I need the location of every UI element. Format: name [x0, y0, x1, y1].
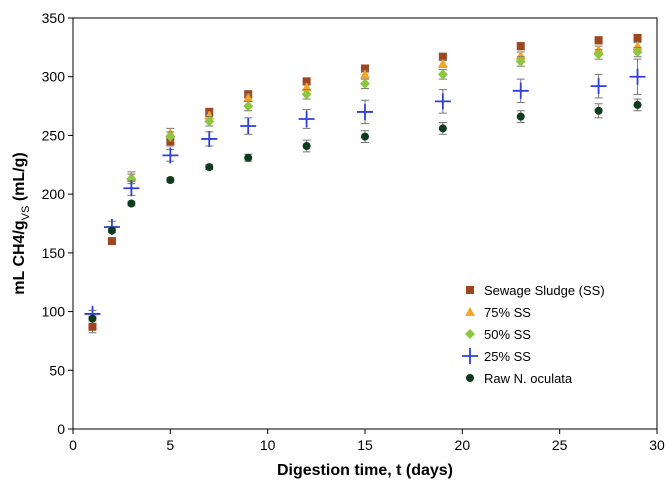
data-point	[438, 69, 448, 79]
data-point	[88, 315, 96, 323]
data-point	[435, 93, 451, 109]
data-point	[299, 111, 315, 127]
legend: Sewage Sludge (SS) 75% SS 50% SS 25% SS Raw …	[462, 283, 605, 386]
data-point	[201, 131, 217, 147]
x-axis-title: Digestion time, t (days)	[277, 462, 453, 479]
legend-label: Sewage Sludge (SS)	[484, 283, 605, 298]
data-point	[517, 42, 525, 50]
y-tick-label: 100	[42, 304, 66, 320]
data-point	[162, 147, 178, 163]
data-point	[630, 69, 646, 85]
data-point	[595, 36, 603, 44]
x-axis: 0 5 10 15 20 25 30	[69, 429, 665, 453]
data-point	[513, 83, 529, 99]
legend-marker	[462, 348, 478, 364]
y-tick-label: 0	[57, 421, 65, 437]
data-point	[240, 118, 256, 134]
y-tick-label: 50	[49, 362, 65, 378]
y-tick-label: 300	[42, 69, 66, 85]
data-point	[244, 154, 252, 162]
y-tick-label: 150	[42, 245, 66, 261]
x-tick-label: 0	[69, 437, 77, 453]
data-point	[123, 180, 139, 196]
series-group	[126, 41, 642, 181]
x-tick-label: 30	[649, 437, 665, 453]
data-point	[439, 124, 447, 132]
y-axis-title-subscript: VS	[20, 206, 32, 221]
data-point	[357, 104, 373, 120]
data-point	[166, 176, 174, 184]
y-axis-title: mL CH4/gVS (mL/g)	[11, 152, 32, 294]
legend-marker	[466, 286, 474, 294]
y-tick-label: 200	[42, 186, 66, 202]
y-tick-label: 250	[42, 127, 66, 143]
data-point	[243, 101, 253, 111]
legend-label: 75% SS	[484, 305, 531, 320]
series-group	[126, 47, 642, 184]
data-point	[108, 227, 116, 235]
y-axis: 0 50 100 150 200 250 300 350	[42, 10, 73, 437]
x-tick-label: 15	[357, 437, 373, 453]
data-point	[205, 163, 213, 171]
x-tick-label: 25	[552, 437, 568, 453]
legend-label: Raw N. oculata	[484, 371, 573, 386]
legend-marker	[465, 329, 475, 339]
x-tick-label: 5	[166, 437, 174, 453]
y-axis-title-main: mL CH4/g	[11, 220, 28, 294]
legend-label: 25% SS	[484, 349, 531, 364]
data-point	[595, 107, 603, 115]
data-point	[360, 79, 370, 89]
data-point	[634, 101, 642, 109]
data-point	[108, 237, 116, 245]
data-point	[127, 200, 135, 208]
y-axis-title-unit: (mL/g)	[11, 152, 28, 205]
data-point	[634, 34, 642, 42]
legend-marker	[465, 307, 475, 316]
data-point	[517, 113, 525, 121]
y-tick-label: 350	[42, 10, 66, 26]
legend-label: 50% SS	[484, 327, 531, 342]
x-tick-label: 20	[455, 437, 471, 453]
data-point	[303, 142, 311, 150]
data-point	[594, 49, 604, 59]
legend-marker	[466, 374, 474, 382]
data-point	[591, 78, 607, 94]
data-point	[361, 133, 369, 141]
data-point	[88, 323, 96, 331]
x-tick-label: 10	[260, 437, 276, 453]
